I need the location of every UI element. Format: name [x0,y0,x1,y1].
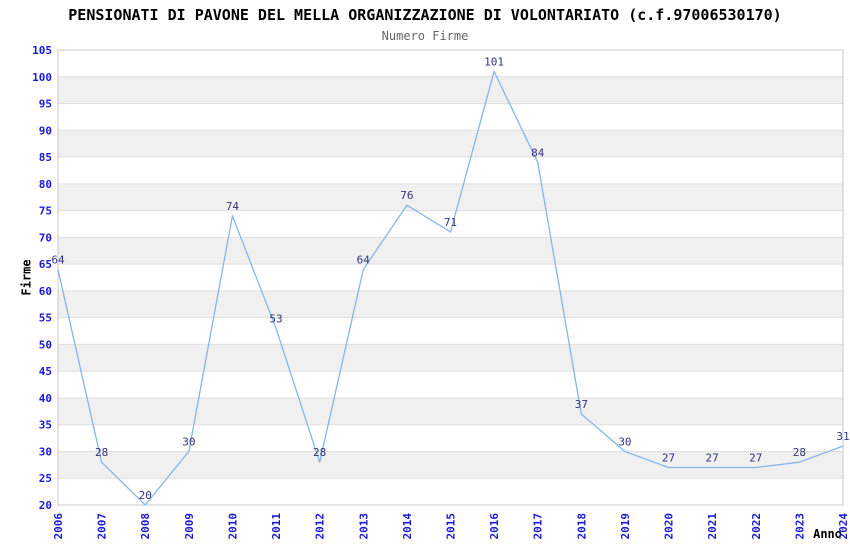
data-point-label: 28 [95,446,108,459]
x-tick-label: 2024 [837,513,850,540]
plot-band [58,451,843,479]
x-tick-label: 2021 [706,513,719,540]
data-point-label: 30 [618,435,631,448]
x-tick-label: 2009 [183,513,196,540]
y-tick-label: 45 [39,365,52,378]
plot-band [58,130,843,158]
y-tick-label: 65 [39,258,52,271]
y-tick-label: 75 [39,205,52,218]
x-tick-label: 2015 [445,513,458,540]
plot-band [58,76,843,104]
x-tick-label: 2011 [270,513,283,540]
y-tick-label: 80 [39,178,52,191]
data-point-label: 37 [575,398,588,411]
x-tick-label: 2016 [488,513,501,540]
data-point-label: 74 [226,200,240,213]
chart-title: PENSIONATI DI PAVONE DEL MELLA ORGANIZZA… [68,6,782,24]
x-tick-label: 2017 [532,513,545,540]
y-tick-label: 95 [39,98,52,111]
x-tick-label: 2007 [96,513,109,540]
y-tick-label: 60 [39,285,52,298]
y-tick-label: 30 [39,445,52,458]
data-point-label: 27 [662,452,675,465]
plot-band [58,237,843,265]
plot-band [58,344,843,372]
y-tick-label: 55 [39,312,52,325]
data-point-label: 30 [182,435,195,448]
y-tick-label: 50 [39,338,52,351]
x-tick-label: 2006 [52,513,65,540]
x-tick-label: 2012 [314,513,327,540]
y-tick-label: 35 [39,419,52,432]
data-point-label: 64 [51,253,65,266]
data-line [57,70,844,506]
y-tick-label: 100 [32,71,52,84]
x-tick-label: 2018 [575,513,588,540]
y-tick-label: 25 [39,472,52,485]
x-tick-label: 2022 [750,513,763,540]
x-tick-label: 2023 [793,513,806,540]
data-point-label: 64 [357,253,371,266]
y-tick-label: 105 [32,44,52,57]
data-point-label: 101 [484,55,504,68]
plot-band [58,290,843,318]
plot-band [58,397,843,425]
y-tick-label: 40 [39,392,52,405]
x-tick-label: 2010 [226,513,239,540]
data-point-label: 31 [836,430,849,443]
data-point-label: 28 [313,446,326,459]
data-point-label: 20 [139,489,152,502]
data-point-label: 53 [269,312,282,325]
x-tick-label: 2013 [357,513,370,540]
data-point-label: 71 [444,216,457,229]
plot-band [58,183,843,211]
x-tick-label: 2020 [663,513,676,540]
y-tick-label: 90 [39,124,52,137]
data-point-label: 84 [531,146,545,159]
data-point-label: 28 [793,446,806,459]
y-tick-label: 70 [39,231,52,244]
x-tick-label: 2019 [619,513,632,540]
data-point-label: 27 [749,452,762,465]
x-tick-label: 2008 [139,513,152,540]
x-axis-title: Anno [813,527,842,541]
data-point-label: 27 [706,452,719,465]
y-tick-label: 85 [39,151,52,164]
chart-subtitle: Numero Firme [381,29,469,43]
plot-border [57,49,844,506]
x-tick-label: 2014 [401,513,414,540]
data-point-label: 76 [400,189,413,202]
y-tick-label: 20 [39,499,52,512]
